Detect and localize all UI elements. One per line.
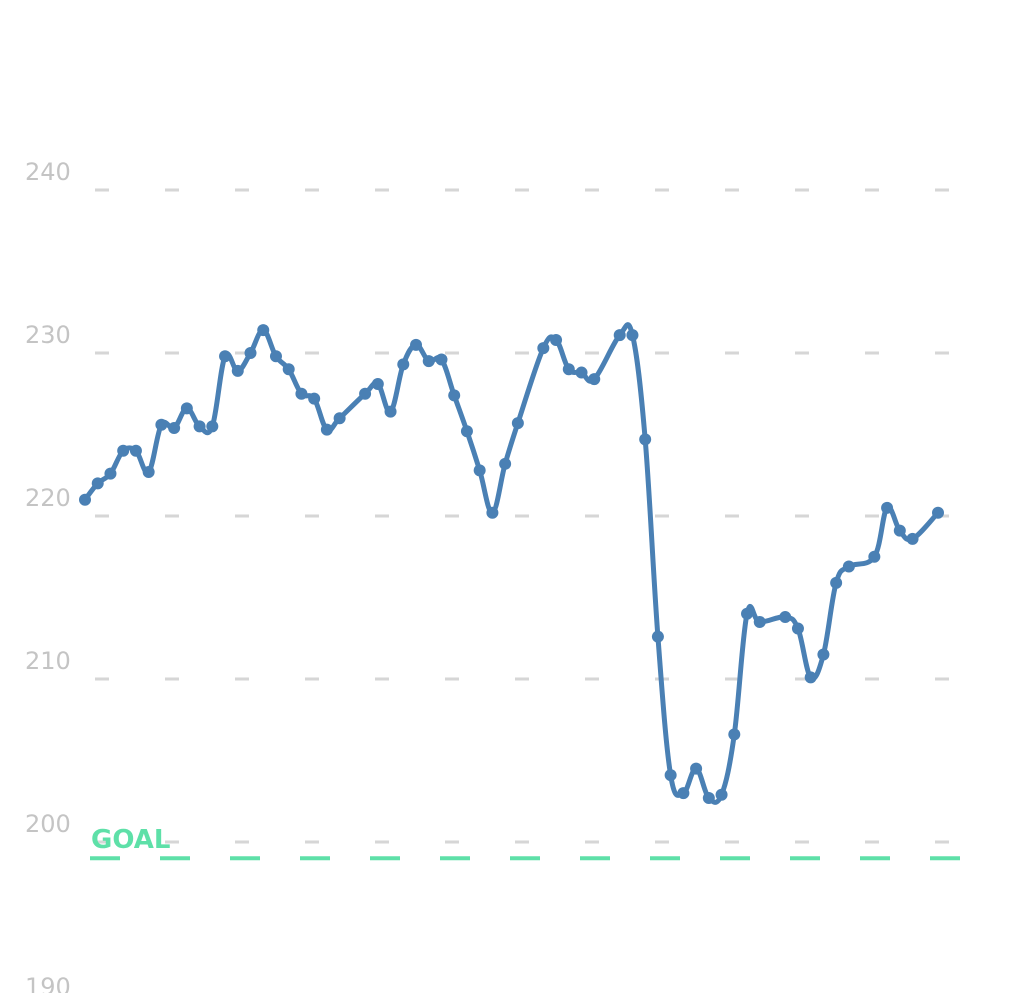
- data-point: [537, 342, 550, 355]
- data-point: [397, 358, 410, 371]
- data-point: [499, 457, 512, 470]
- data-point: [206, 420, 219, 433]
- data-point: [282, 363, 295, 376]
- data-point: [804, 671, 817, 684]
- data-point: [677, 787, 690, 800]
- weight-line: [83, 322, 940, 805]
- data-point: [613, 329, 626, 342]
- data-point: [180, 402, 193, 415]
- data-point: [511, 417, 524, 430]
- data-point: [422, 355, 435, 368]
- data-point: [435, 353, 448, 366]
- data-point: [460, 425, 473, 438]
- data-point: [830, 576, 843, 589]
- data-point: [932, 506, 944, 519]
- data-point: [295, 387, 308, 400]
- data-point: [79, 493, 91, 506]
- y-tick-label: 220: [25, 484, 71, 512]
- data-point: [664, 769, 677, 782]
- data-point: [702, 791, 715, 804]
- data-point: [906, 532, 919, 545]
- y-tick-label: 200: [25, 810, 71, 838]
- data-point: [117, 444, 130, 457]
- data-point: [868, 550, 881, 563]
- data-point: [651, 630, 664, 643]
- data-point: [308, 392, 321, 405]
- data-point: [269, 350, 282, 363]
- data-point: [320, 423, 333, 436]
- data-point: [690, 762, 703, 775]
- data-point: [741, 607, 754, 620]
- data-point: [104, 467, 117, 480]
- data-point: [639, 433, 652, 446]
- data-point: [842, 560, 855, 573]
- data-point: [410, 338, 423, 351]
- data-point: [448, 389, 461, 402]
- data-point: [168, 421, 181, 434]
- data-point: [575, 366, 588, 379]
- data-point: [473, 464, 486, 477]
- data-point: [715, 788, 728, 801]
- data-point: [791, 622, 804, 635]
- data-point: [486, 506, 499, 519]
- data-point: [562, 363, 575, 376]
- data-point: [550, 333, 563, 346]
- data-point: [626, 329, 639, 342]
- data-point: [371, 377, 384, 390]
- data-point: [779, 611, 792, 624]
- y-tick-label: 210: [25, 647, 71, 675]
- data-point: [588, 373, 601, 386]
- data-point: [155, 418, 168, 431]
- data-point: [129, 444, 142, 457]
- goal-label: GOAL: [91, 825, 170, 855]
- data-point: [91, 477, 104, 490]
- y-tick-label: 230: [25, 321, 71, 349]
- data-point: [359, 387, 372, 400]
- data-point: [193, 420, 206, 433]
- data-point: [244, 347, 257, 359]
- data-point: [893, 524, 906, 537]
- data-point: [219, 350, 232, 363]
- y-tick-label: 190: [25, 973, 71, 993]
- data-point: [384, 405, 397, 418]
- data-point: [333, 412, 346, 425]
- data-point: [231, 364, 244, 377]
- data-point: [817, 648, 830, 661]
- data-point: [881, 501, 894, 514]
- y-tick-label: 240: [25, 158, 71, 186]
- data-point: [728, 728, 741, 741]
- data-point: [753, 615, 766, 628]
- data-point: [257, 324, 270, 337]
- data-point: [142, 465, 155, 478]
